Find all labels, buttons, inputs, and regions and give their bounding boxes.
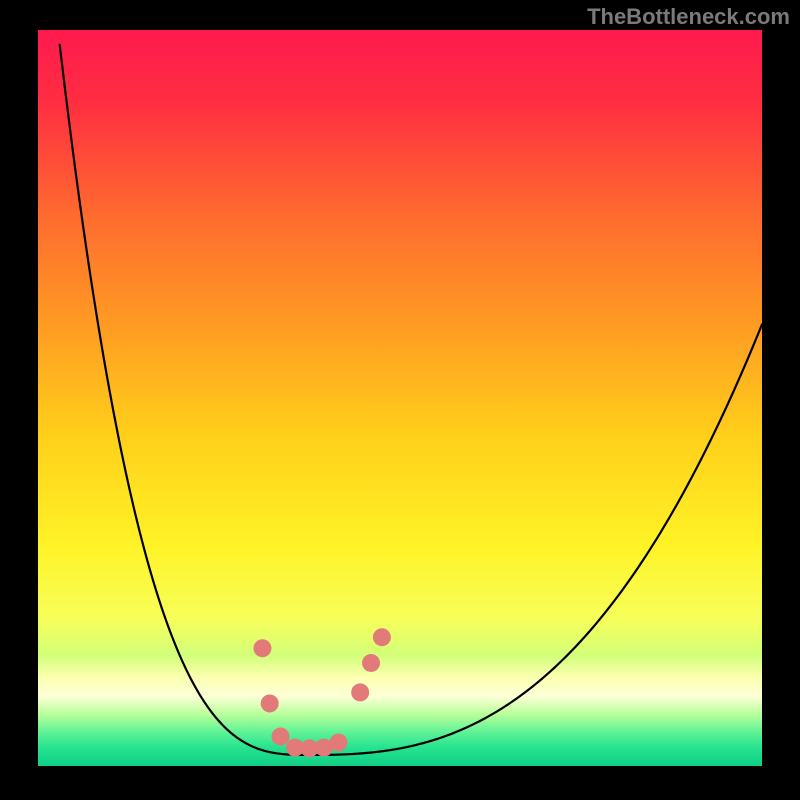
marker-point (272, 728, 290, 746)
plot-area (38, 30, 762, 766)
marker-point (362, 654, 380, 672)
marker-point (329, 733, 347, 751)
marker-point (261, 694, 279, 712)
marker-point (373, 628, 391, 646)
watermark-text: TheBottleneck.com (587, 4, 790, 30)
marker-point (351, 683, 369, 701)
marker-point (253, 639, 271, 657)
bottleneck-chart (0, 0, 800, 800)
